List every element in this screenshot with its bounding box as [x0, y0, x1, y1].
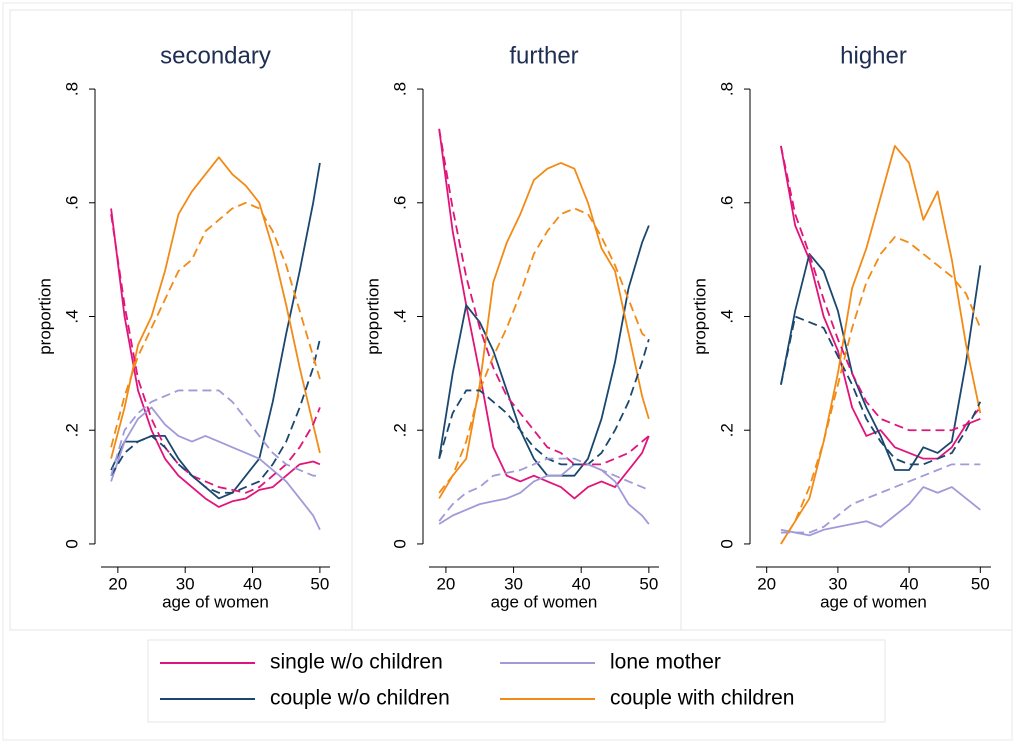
x-tick-label: 30: [176, 574, 195, 593]
x-tick-label: 30: [828, 574, 847, 593]
x-tick-label: 50: [310, 574, 329, 593]
x-tick-label: 30: [504, 574, 523, 593]
series-line: [110, 162, 321, 500]
series-line: [110, 406, 321, 531]
panel-title: secondary: [160, 42, 271, 69]
x-tick-label: 20: [436, 574, 455, 593]
y-axis-label: proportion: [35, 278, 54, 355]
y-tick-label: .2: [390, 423, 409, 437]
y-tick-label: 0: [62, 539, 81, 548]
x-tick-label: 20: [108, 574, 127, 593]
legend-label: lone mother: [610, 651, 721, 674]
series-line: [110, 389, 320, 477]
series-line: [780, 253, 982, 471]
legend-label: couple w/o children: [270, 687, 450, 710]
y-tick-label: .4: [717, 309, 736, 323]
series-line: [110, 208, 321, 508]
x-axis-label: age of women: [491, 592, 598, 611]
x-axis-label: age of women: [162, 592, 269, 611]
y-axis-label: proportion: [363, 278, 382, 355]
series-line: [780, 486, 981, 537]
series-line: [110, 214, 321, 494]
series-line: [110, 339, 321, 494]
y-tick-label: .4: [390, 309, 409, 323]
series-line: [780, 145, 982, 545]
y-tick-label: .8: [390, 82, 409, 96]
series-line: [438, 128, 650, 500]
y-tick-label: .6: [390, 196, 409, 210]
series-line: [110, 156, 321, 459]
y-tick-label: .8: [717, 82, 736, 96]
x-tick-label: 40: [572, 574, 591, 593]
y-tick-label: .2: [717, 423, 736, 437]
panel-title: further: [509, 42, 578, 69]
x-tick-label: 40: [243, 574, 262, 593]
series-line: [780, 463, 981, 534]
legend-label: couple with children: [610, 687, 794, 710]
panel-title: higher: [840, 42, 907, 69]
y-tick-label: .4: [62, 309, 81, 323]
series-line: [110, 201, 321, 448]
series-line: [780, 145, 981, 460]
y-axis-label: proportion: [690, 278, 709, 355]
x-tick-label: 20: [757, 574, 776, 593]
series-line: [780, 315, 982, 466]
x-tick-label: 50: [639, 574, 658, 593]
legend-label: single w/o children: [270, 651, 443, 674]
series-line: [438, 463, 650, 525]
y-tick-label: 0: [390, 539, 409, 548]
x-tick-label: 50: [971, 574, 990, 593]
series-line: [780, 145, 982, 432]
series-line: [438, 207, 650, 494]
y-tick-label: .2: [62, 423, 81, 437]
series-line: [438, 457, 650, 522]
series-line: [780, 236, 982, 545]
y-tick-label: .6: [62, 196, 81, 210]
y-tick-label: 0: [717, 539, 736, 548]
x-tick-label: 40: [900, 574, 919, 593]
y-tick-label: .6: [717, 196, 736, 210]
panel-frame: [680, 9, 1013, 631]
series-line: [438, 128, 650, 466]
y-tick-label: .8: [62, 82, 81, 96]
legend-box: [147, 639, 886, 723]
x-axis-label: age of women: [820, 592, 927, 611]
